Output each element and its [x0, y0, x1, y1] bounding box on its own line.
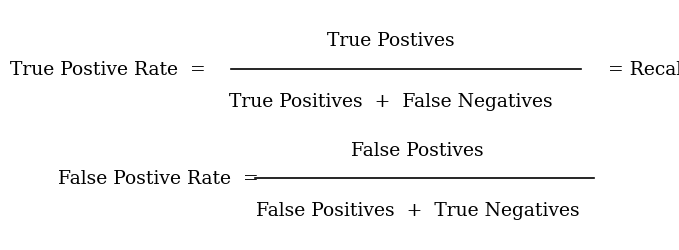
Text: False Positives  +  True Negatives: False Positives + True Negatives — [256, 201, 579, 219]
Text: True Postives: True Postives — [327, 32, 454, 50]
Text: True Positives  +  False Negatives: True Positives + False Negatives — [229, 92, 552, 110]
Text: True Postive Rate  =: True Postive Rate = — [10, 61, 206, 79]
Text: False Postive Rate  =: False Postive Rate = — [58, 170, 259, 188]
Text: = Recall: = Recall — [608, 61, 679, 79]
Text: False Postives: False Postives — [351, 141, 484, 159]
